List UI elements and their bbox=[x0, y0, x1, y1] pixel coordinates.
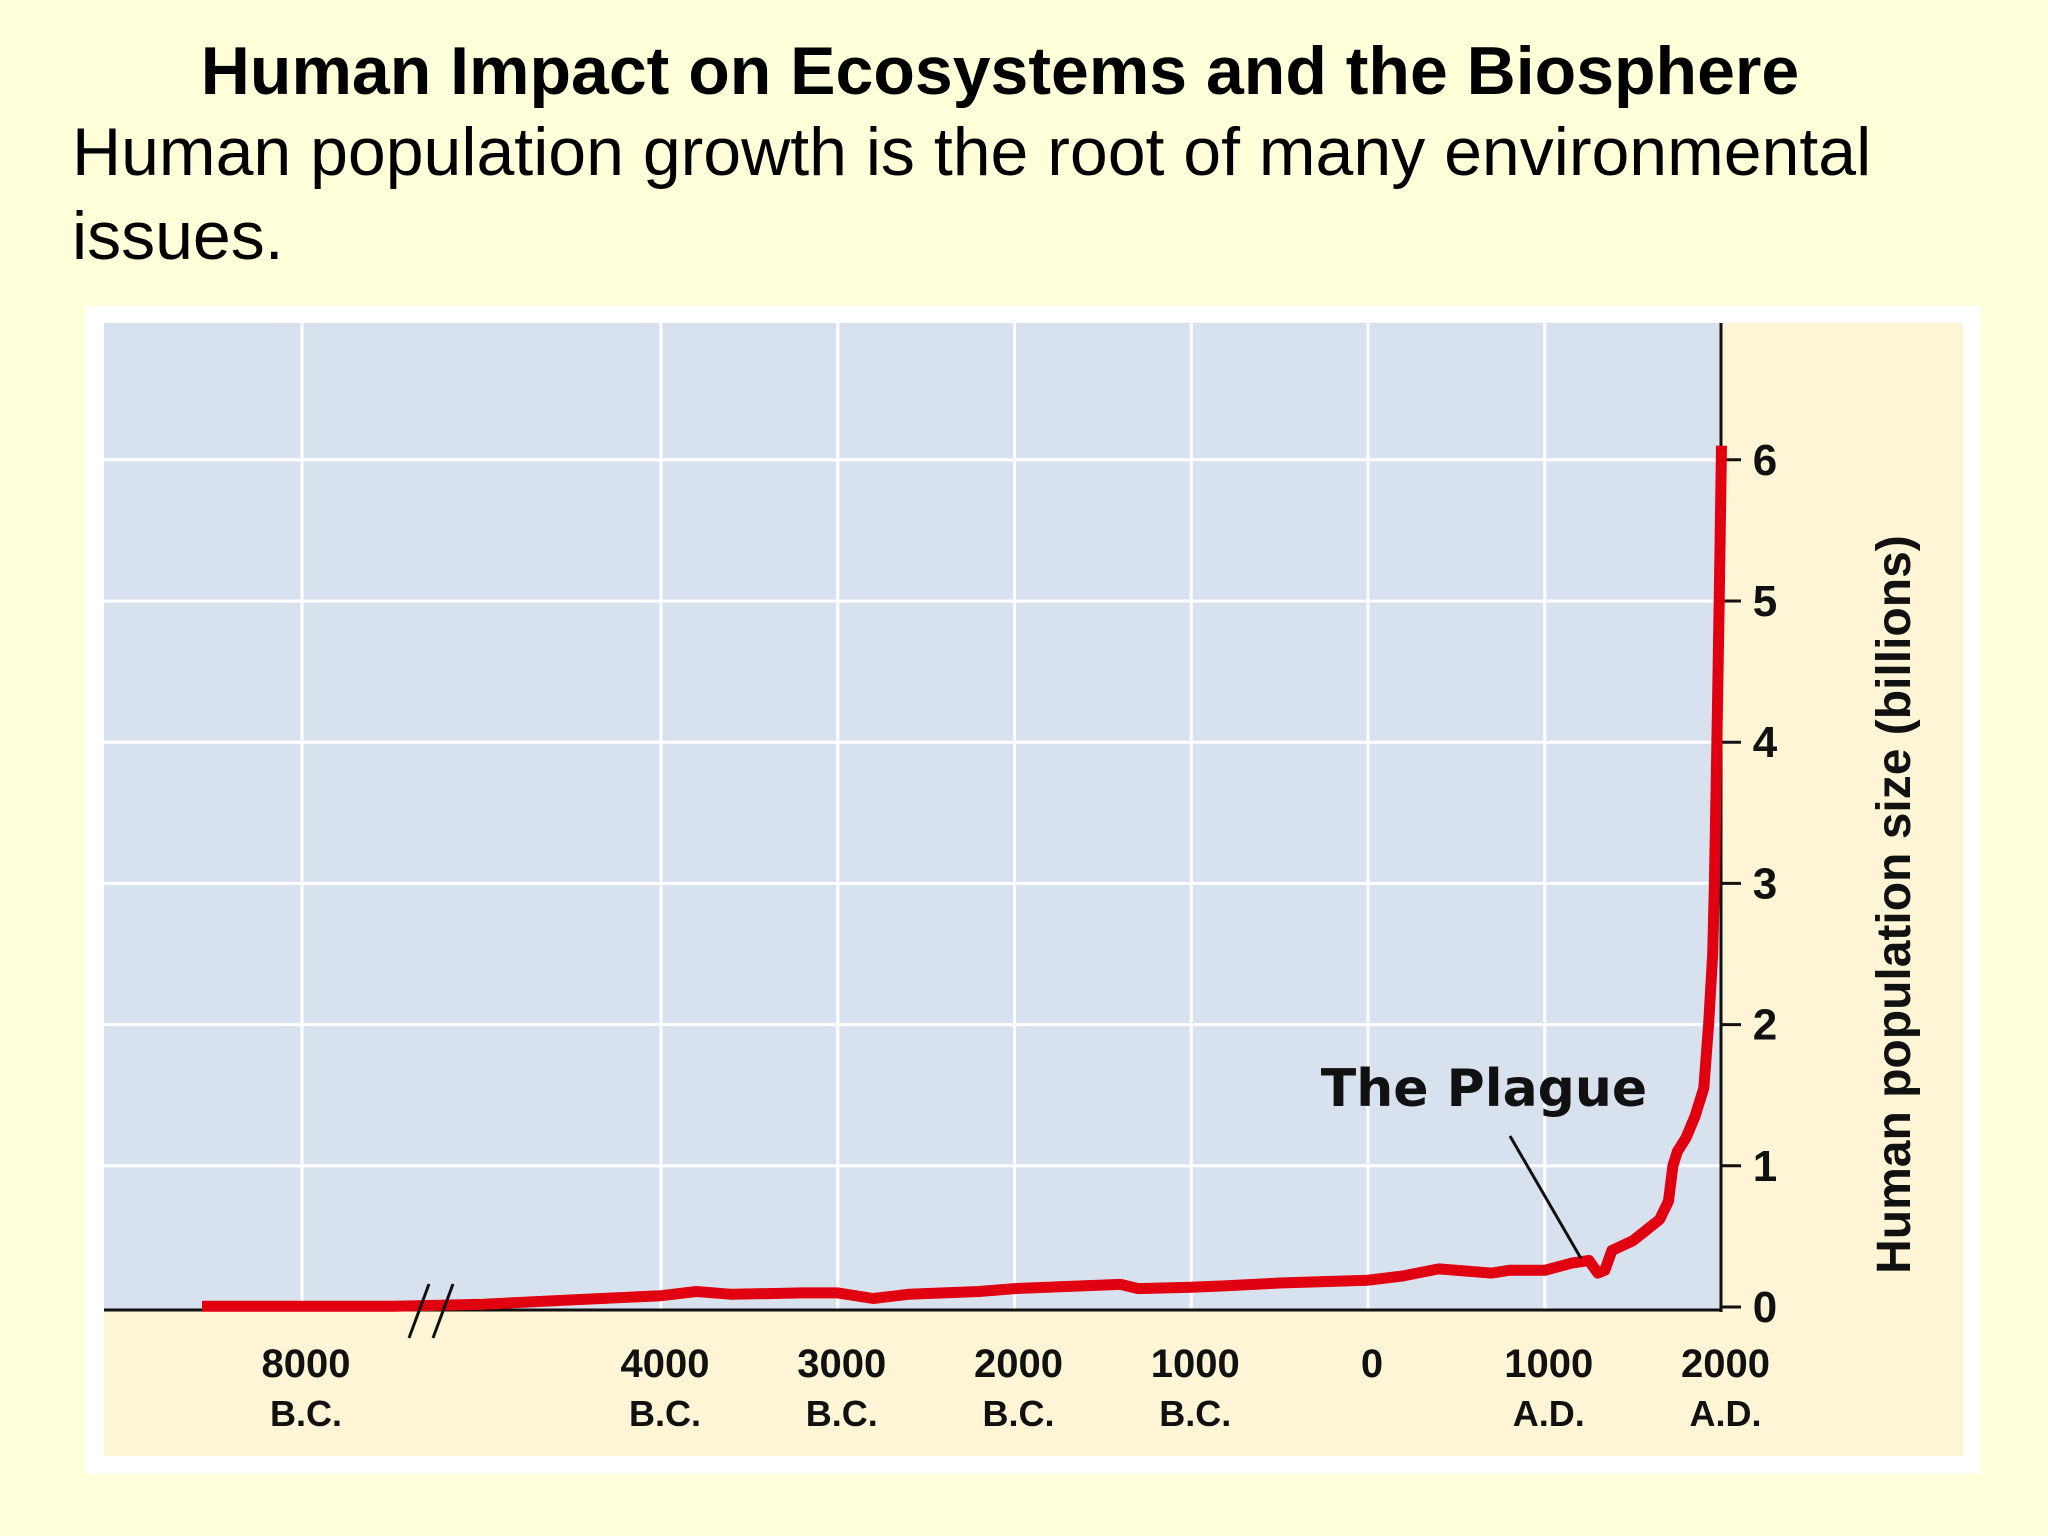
y-tick-label: 3 bbox=[1753, 859, 1777, 908]
x-tick-label-year: 8000 bbox=[262, 1342, 351, 1386]
slide-title: Human Impact on Ecosystems and the Biosp… bbox=[200, 33, 1800, 109]
population-chart: 0 1 2 3 4 5 6 Human population size (billions) 8… bbox=[86, 306, 1981, 1474]
x-tick-label-year: 4000 bbox=[621, 1342, 710, 1386]
y-tick-label: 1 bbox=[1753, 1142, 1777, 1191]
plague-pointer-line bbox=[1508, 1135, 1583, 1260]
population-line bbox=[202, 445, 1727, 1312]
y-tick-label: 2 bbox=[1753, 1001, 1777, 1050]
y-tick-label: 5 bbox=[1753, 577, 1777, 626]
x-tick-label-era: B.C. bbox=[1159, 1393, 1231, 1434]
y-tick-label: 4 bbox=[1753, 718, 1778, 767]
y-tick-label: 6 bbox=[1753, 436, 1777, 485]
x-tick-label-era: A.D. bbox=[1513, 1393, 1585, 1434]
x-tick-label-era: B.C. bbox=[629, 1393, 701, 1434]
x-tick-label-year: 0 bbox=[1361, 1342, 1383, 1386]
y-tick-label: 0 bbox=[1753, 1283, 1777, 1332]
x-tick-label-era: A.D. bbox=[1690, 1393, 1762, 1434]
x-tick-label-year: 3000 bbox=[797, 1342, 886, 1386]
slide-subtitle: Human population growth is the root of m… bbox=[72, 114, 1872, 274]
plague-annotation: The Plague bbox=[1321, 1059, 1647, 1119]
y-axis-label: Human population size (billions) bbox=[1868, 535, 1921, 1274]
axis-break-mark bbox=[407, 1283, 431, 1339]
x-tick-label-year: 2000 bbox=[974, 1342, 1063, 1386]
plot-area bbox=[104, 323, 1721, 1310]
axis-break-mark bbox=[431, 1283, 455, 1339]
x-tick-label-year: 1000 bbox=[1151, 1342, 1240, 1386]
x-tick-label-era: B.C. bbox=[983, 1393, 1055, 1434]
x-tick-label-year: 2000 bbox=[1681, 1342, 1770, 1386]
x-tick-label-era: B.C. bbox=[270, 1393, 342, 1434]
chart-svg: 0 1 2 3 4 5 6 Human population size (billions) 8… bbox=[104, 323, 1963, 1456]
x-tick-label-era: B.C. bbox=[806, 1393, 878, 1434]
x-tick-label-year: 1000 bbox=[1504, 1342, 1593, 1386]
